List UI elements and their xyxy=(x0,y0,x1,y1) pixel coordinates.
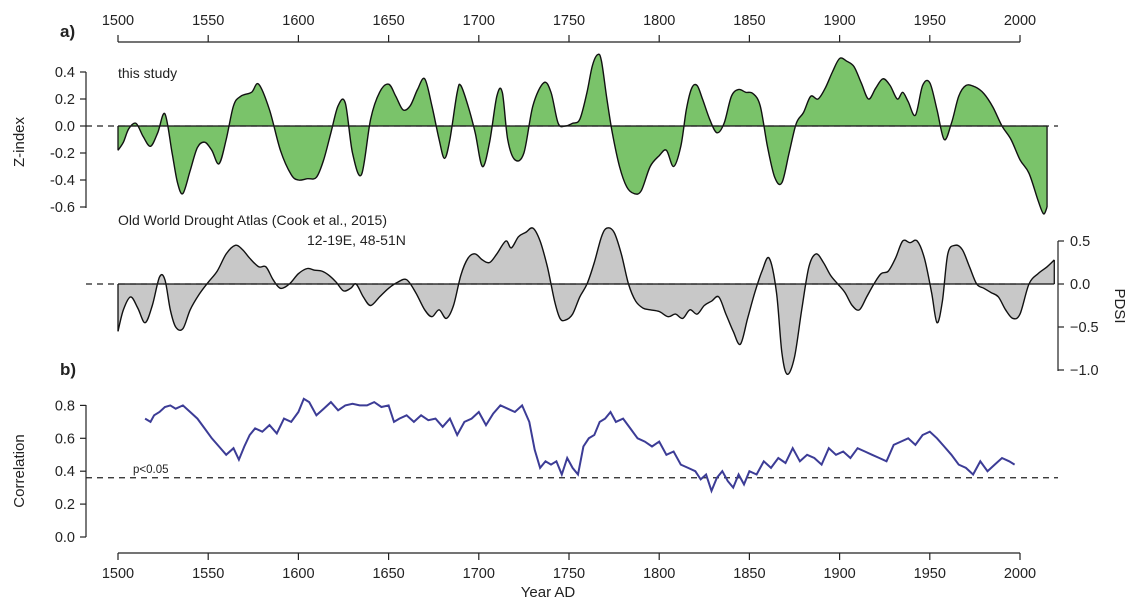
top-x-axis: 1500 1550 1600 1650 1700 1750 1800 1850 1900 1950… xyxy=(102,13,1036,43)
top-x-tick-label: 2000 xyxy=(1004,13,1036,29)
pdsi-y-label: PDSI xyxy=(1111,288,1128,323)
top-x-tick-label: 1550 xyxy=(192,13,224,29)
significance-threshold-label: p<0.05 xyxy=(133,464,169,476)
panel-label-a: a) xyxy=(60,22,75,41)
x-tick-label: 1500 xyxy=(102,566,134,582)
correlation-y-tick-label: 0.4 xyxy=(55,464,75,480)
correlation-y-label: Correlation xyxy=(11,434,28,507)
top-x-tick-label: 1900 xyxy=(823,13,855,29)
correlation-line xyxy=(144,397,1016,494)
zindex-y-tick-label: 0.4 xyxy=(55,65,75,81)
x-tick-label: 1700 xyxy=(463,566,495,582)
x-tick-label: 1600 xyxy=(282,566,314,582)
pdsi-y-tick-label: 0.0 xyxy=(1070,277,1090,293)
zindex-y-tick-label: -0.2 xyxy=(50,146,75,162)
top-x-tick-label: 1500 xyxy=(102,13,134,29)
x-tick-label: 1550 xyxy=(192,566,224,582)
correlation-y-tick-label: 0.2 xyxy=(55,497,75,513)
pdsi-region-label: 12-19E, 48-51N xyxy=(307,232,406,248)
x-axis-label: Year AD xyxy=(521,584,576,601)
x-tick-label: 1650 xyxy=(372,566,404,582)
zindex-area xyxy=(118,54,1048,214)
top-x-tick-label: 1600 xyxy=(282,13,314,29)
zindex-y-label: Z-index xyxy=(11,116,28,167)
pdsi-y-tick-label: 0.5 xyxy=(1070,234,1090,250)
correlation-y-tick-label: 0.6 xyxy=(55,431,75,447)
pdsi-curve xyxy=(117,227,1055,375)
zindex-curve xyxy=(117,53,1048,215)
correlation-panel: 0.8 0.6 0.4 0.2 0.0 1500 1550 1600 1650 1700 1750… xyxy=(11,397,1058,601)
top-x-tick-label: 1950 xyxy=(914,13,946,29)
zindex-y-tick-label: -0.4 xyxy=(50,173,75,189)
top-x-tick-label: 1850 xyxy=(733,13,765,29)
zindex-y-tick-label: 0.0 xyxy=(55,119,75,135)
x-tick-label: 1950 xyxy=(914,566,946,582)
correlation-y-tick-label: 0.8 xyxy=(55,398,75,414)
x-tick-label: 1900 xyxy=(823,566,855,582)
panel-label-b: b) xyxy=(60,360,76,379)
top-x-tick-label: 1700 xyxy=(463,13,495,29)
zindex-panel: 0.4 0.2 0.0 -0.2 -0.4 -0.6 this study Z-index xyxy=(11,53,1058,216)
top-x-tick-label: 1650 xyxy=(372,13,404,29)
x-tick-label: 1800 xyxy=(643,566,675,582)
top-x-tick-label: 1750 xyxy=(553,13,585,29)
zindex-y-tick-label: -0.6 xyxy=(50,200,75,216)
x-tick-label: 2000 xyxy=(1004,566,1036,582)
zindex-y-tick-label: 0.2 xyxy=(55,92,75,108)
correlation-y-tick-label: 0.0 xyxy=(55,530,75,546)
pdsi-panel: 0.5 0.0 −0.5 −1.0 Old World Drought Atlas (… xyxy=(86,212,1128,379)
pdsi-y-tick-label: −1.0 xyxy=(1070,363,1099,379)
pdsi-y-tick-label: −0.5 xyxy=(1070,320,1099,336)
pdsi-area xyxy=(118,227,1055,375)
top-x-tick-label: 1800 xyxy=(643,13,675,29)
x-tick-label: 1750 xyxy=(553,566,585,582)
x-tick-label: 1850 xyxy=(733,566,765,582)
pdsi-series-label: Old World Drought Atlas (Cook et al., 20… xyxy=(118,212,387,228)
zindex-series-label: this study xyxy=(118,65,177,81)
